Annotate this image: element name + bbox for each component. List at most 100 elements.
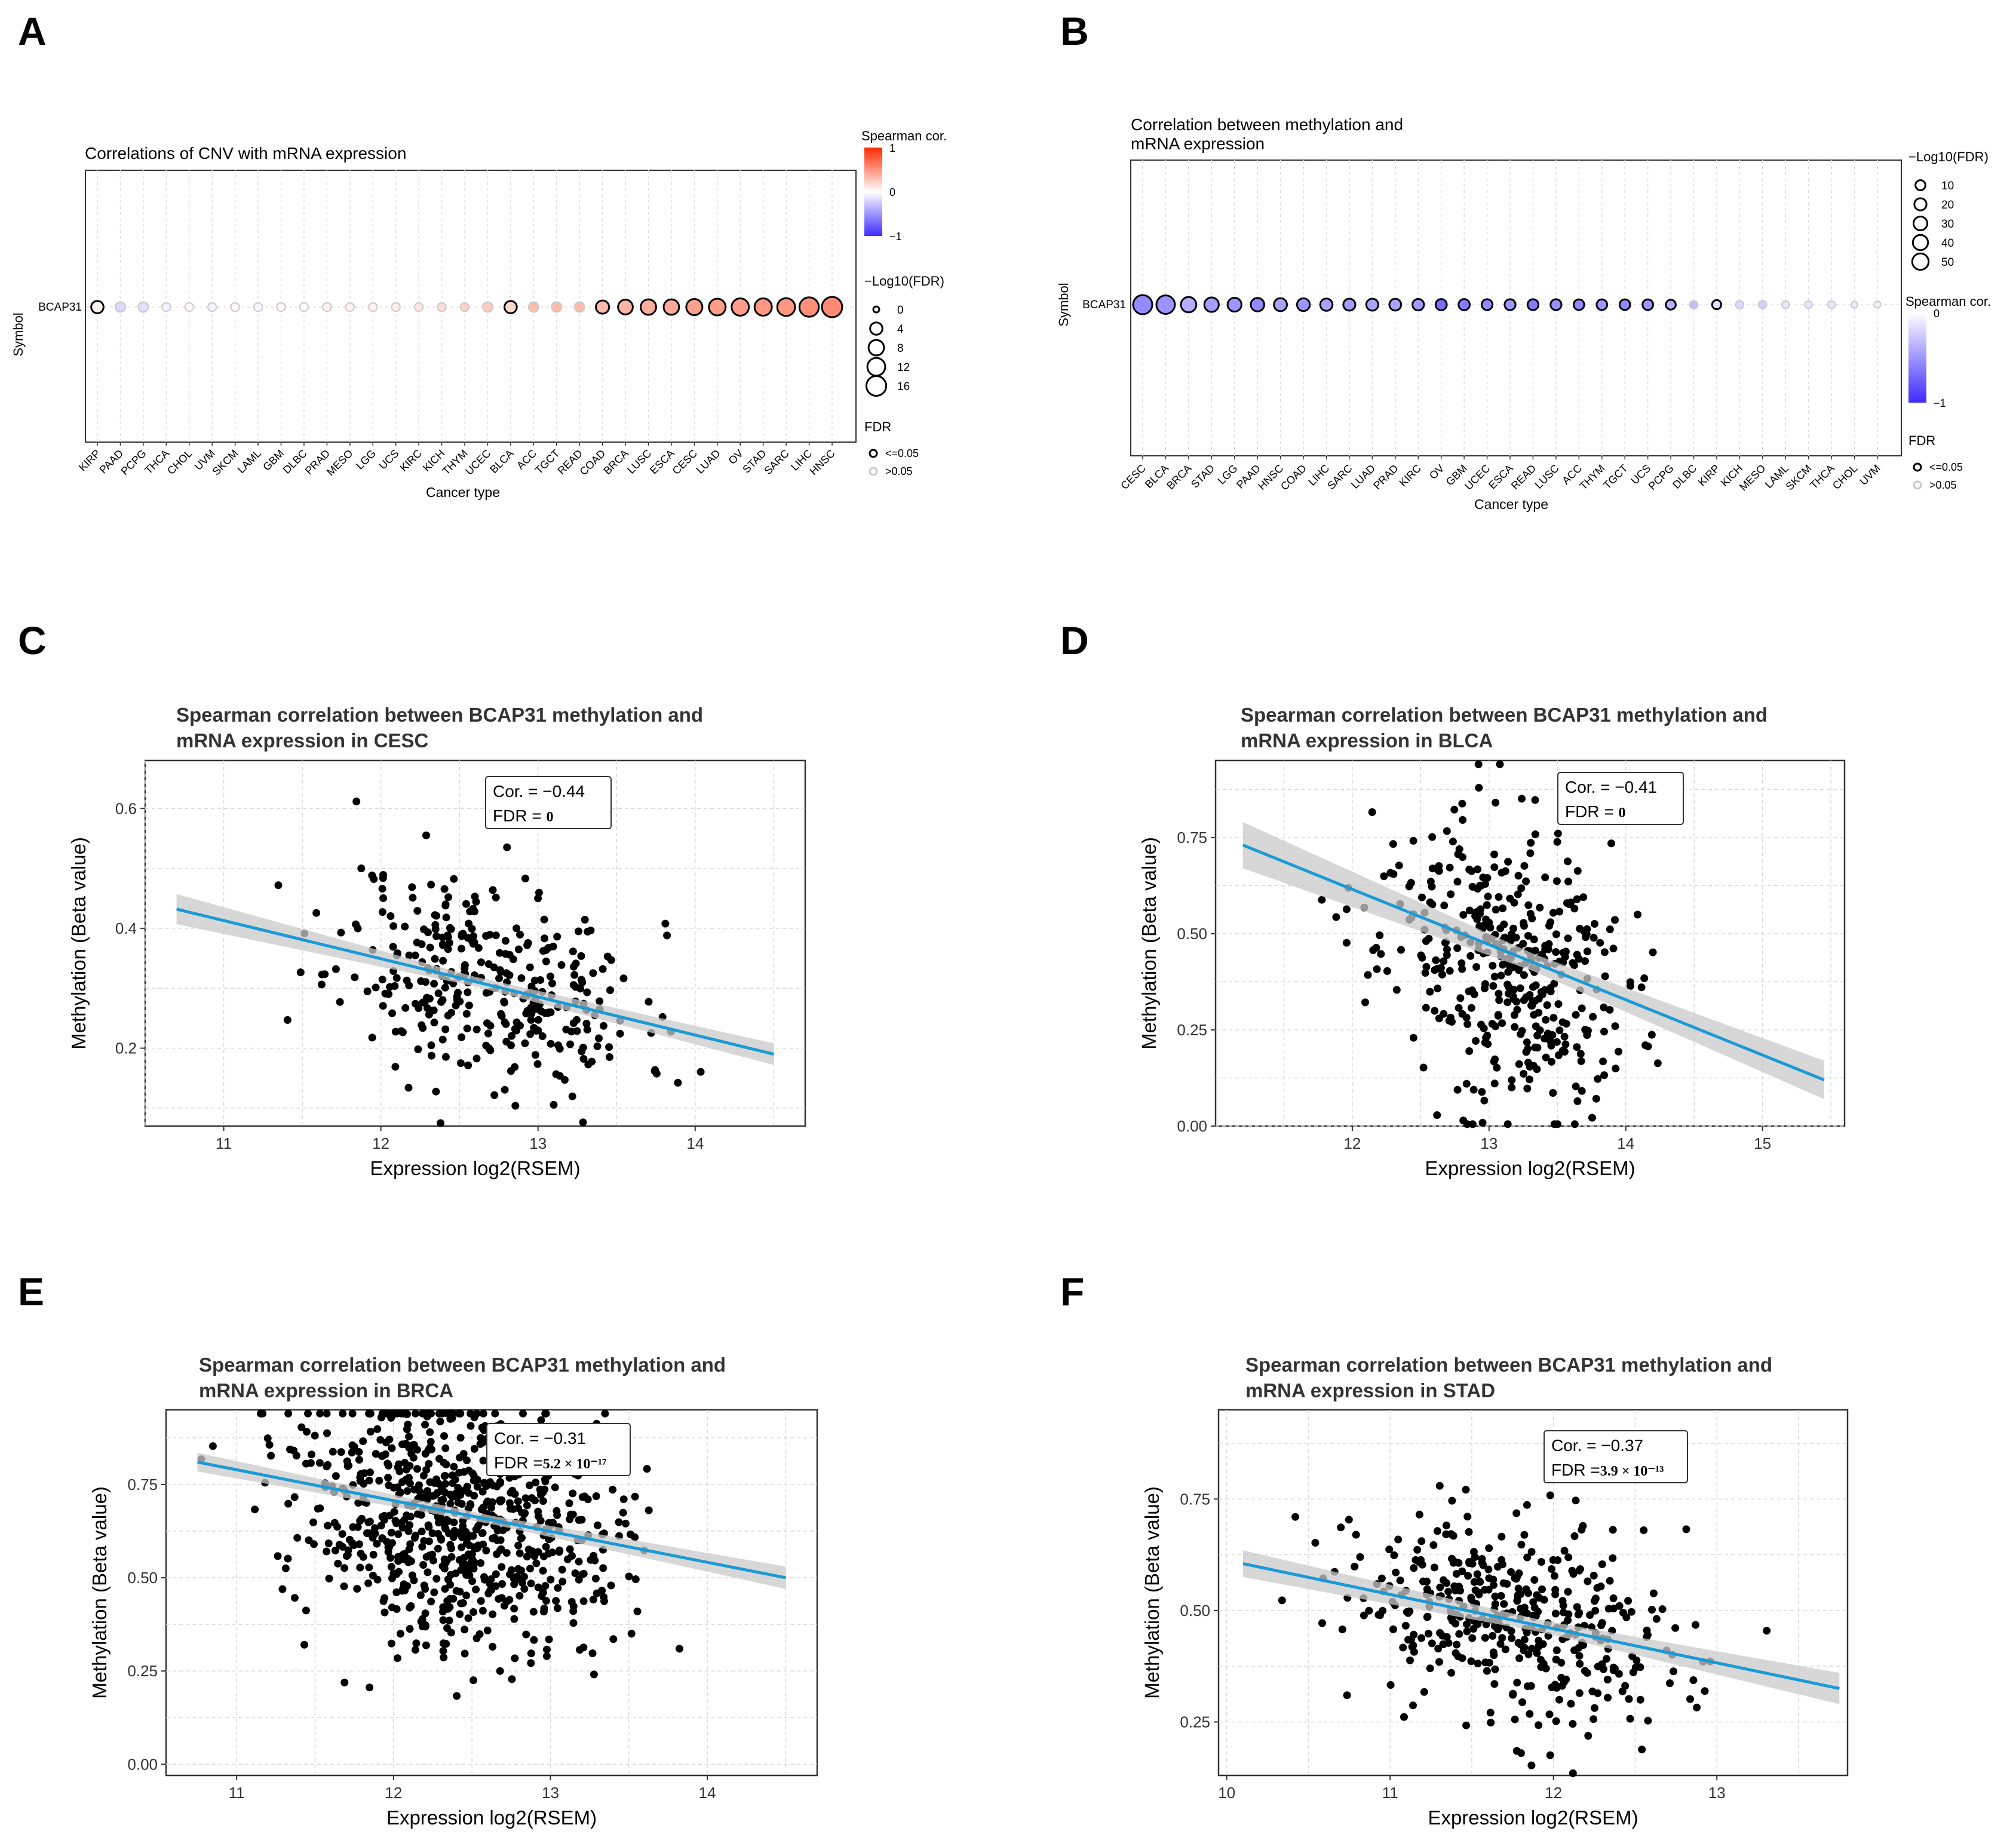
panel-a-xtick-label-sarc: SARC	[762, 447, 791, 477]
panel-e-data-point	[600, 1597, 608, 1605]
panel-c-data-point	[570, 971, 579, 979]
panel-e-data-point	[547, 1575, 555, 1584]
panel-c-data-point	[454, 989, 462, 997]
panel-f-data-point	[1463, 1627, 1471, 1636]
panel-d-data-point	[1520, 861, 1529, 870]
panel-c-data-point	[541, 934, 548, 943]
panel-e-data-point	[443, 1624, 451, 1632]
panel-a-bubble-luad	[708, 298, 727, 317]
panel-d-data-point	[1509, 992, 1517, 1001]
panel-e-data-point	[496, 1496, 504, 1504]
panel-e-data-point	[290, 1594, 299, 1602]
panel-d-ytick-label: 0.25	[1177, 1021, 1207, 1039]
panel-d-data-point	[1573, 867, 1582, 875]
panel-d-data-point	[1474, 760, 1483, 768]
panel-f-data-point	[1518, 1698, 1526, 1706]
panel-e-data-point	[450, 1518, 458, 1526]
panel-c-data-point	[538, 1032, 547, 1040]
panel-e-data-point	[581, 1492, 589, 1501]
panel-c-data-point	[447, 925, 455, 933]
panel-f-data-point	[1469, 1625, 1478, 1633]
panel-c-data-point	[401, 1004, 410, 1012]
panel-a-xtick-label-ucs: UCS	[376, 447, 401, 472]
panel-f-data-point	[1467, 1657, 1475, 1666]
panel-b-title-line2: mRNA expression	[1131, 134, 1265, 153]
panel-f-data-point	[1539, 1640, 1547, 1648]
panel-c-data-point	[517, 974, 526, 982]
panel-f-data-point	[1454, 1652, 1462, 1661]
panel-f-data-point	[1443, 1633, 1451, 1641]
panel-e-data-point	[302, 1606, 310, 1615]
panel-b-methylation-bubble-chart: Correlation between methylation and mRNA…	[1056, 115, 1991, 512]
panel-e-data-point	[350, 1541, 358, 1549]
panel-c-data-point	[458, 930, 466, 939]
panel-e-data-point	[421, 1609, 429, 1618]
panel-e-data-point	[353, 1585, 361, 1593]
panel-d-data-point	[1518, 795, 1526, 803]
panel-e-data-point	[483, 1626, 492, 1634]
panel-e-data-point	[357, 1470, 365, 1478]
panel-b-bubble-ucs	[1641, 298, 1654, 311]
panel-a-legend-size-circle	[869, 321, 883, 336]
panel-f-data-point	[1597, 1621, 1606, 1630]
panel-c-data-point	[442, 913, 450, 922]
panel-e-data-point	[426, 1478, 434, 1486]
panel-f-data-point	[1508, 1634, 1516, 1642]
panel-e-data-point	[436, 1417, 444, 1425]
panel-f-data-point	[1569, 1570, 1578, 1578]
panel-f-data-point	[1569, 1720, 1577, 1728]
panel-d-data-point	[1342, 939, 1351, 947]
panel-e-data-point	[568, 1551, 576, 1560]
panel-e-data-point	[456, 1453, 464, 1462]
panel-e-data-point	[410, 1577, 418, 1584]
panel-e-data-point	[334, 1559, 342, 1568]
panel-d-data-point	[1503, 998, 1512, 1007]
panel-b-legend-fdr-label: <=0.05	[1929, 461, 1963, 473]
panel-d-data-point	[1496, 924, 1505, 933]
panel-e-data-point	[355, 1448, 363, 1456]
panel-e-data-point	[468, 1557, 475, 1566]
panel-d-data-point	[1492, 799, 1500, 807]
panel-d-data-point	[1490, 1057, 1498, 1066]
panel-f-data-point	[1522, 1585, 1530, 1593]
panel-d-data-point	[1599, 1057, 1607, 1066]
panel-f-data-point	[1426, 1664, 1434, 1673]
panel-d-data-point	[1513, 1005, 1521, 1014]
panel-b-xtick-label-tgct: TGCT	[1601, 462, 1630, 492]
panel-a-y-label: Symbol	[11, 312, 26, 356]
panel-d-data-point	[1527, 1001, 1535, 1010]
panel-c-regression-line	[176, 907, 774, 1056]
panel-f-data-point	[1588, 1687, 1597, 1695]
panel-e-data-point	[366, 1428, 375, 1436]
panel-a-bubble-gbm	[276, 302, 286, 312]
panel-f-data-point	[1636, 1695, 1644, 1704]
panel-d-data-point	[1455, 1004, 1463, 1012]
panel-d-data-point	[1490, 1079, 1499, 1088]
panel-b-bubble-blca	[1155, 295, 1176, 315]
panel-e-data-point	[464, 1614, 472, 1623]
panel-e-data-point	[462, 1571, 471, 1579]
panel-e-data-point	[631, 1492, 639, 1501]
panel-f-data-point	[1551, 1682, 1559, 1691]
panel-f-data-point	[1622, 1613, 1631, 1621]
panel-c-data-point	[352, 798, 361, 806]
panel-c-title-line2: mRNA expression in CESC	[176, 729, 428, 752]
panel-e-data-point	[343, 1462, 352, 1470]
panel-e-title-line2: mRNA expression in BRCA	[199, 1379, 453, 1401]
panel-f-data-point	[1527, 1761, 1536, 1769]
panel-b-legend-cor-title: Spearman cor.	[1905, 294, 1991, 309]
panel-c-data-point	[422, 831, 430, 839]
panel-c-data-point	[434, 989, 443, 998]
panel-e-data-point	[384, 1409, 392, 1418]
panel-f-data-point	[1463, 1620, 1471, 1628]
panel-e-data-point	[502, 1597, 511, 1606]
panel-e-data-point	[539, 1588, 547, 1597]
panel-d-data-point	[1380, 872, 1388, 881]
panel-d-data-point	[1531, 946, 1539, 955]
panel-f-data-point	[1443, 1579, 1451, 1587]
panel-f-points	[1278, 1482, 1771, 1777]
panel-e-data-point	[337, 1448, 345, 1456]
panel-b-symbol-label: BCAP31	[1082, 299, 1126, 311]
panel-d-data-point	[1518, 1027, 1526, 1035]
panel-c-data-point	[523, 941, 532, 949]
